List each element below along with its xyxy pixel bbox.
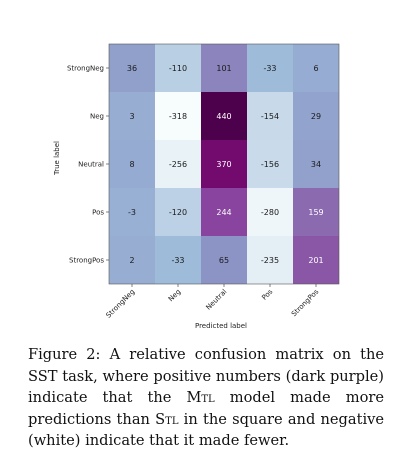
heatmap-cell-r3-c3 bbox=[247, 188, 293, 236]
y-axis-title: True label bbox=[53, 141, 61, 176]
cell-value-r2-c1: -256 bbox=[169, 160, 187, 169]
cell-value-r1-c1: -318 bbox=[169, 112, 187, 121]
cell-value-r4-c3: -235 bbox=[261, 256, 279, 265]
cell-value-r3-c1: -120 bbox=[169, 208, 187, 217]
cell-value-r4-c0: 2 bbox=[129, 256, 134, 265]
heatmap-cell-r2-c2 bbox=[201, 140, 247, 188]
cell-value-r2-c0: 8 bbox=[129, 160, 134, 169]
cell-value-r1-c4: 29 bbox=[311, 112, 321, 121]
heatmap-cell-r3-c4 bbox=[293, 188, 339, 236]
y-tick-label-3: Pos bbox=[92, 209, 104, 217]
heatmap-cell-r1-c3 bbox=[247, 92, 293, 140]
heatmap-cell-r0-c3 bbox=[247, 44, 293, 92]
heatmap-cell-r0-c1 bbox=[155, 44, 201, 92]
heatmap-cell-r4-c2 bbox=[201, 236, 247, 284]
y-tick-label-1: Neg bbox=[90, 113, 104, 121]
heatmap-cell-r2-c4 bbox=[293, 140, 339, 188]
cell-value-r1-c0: 3 bbox=[129, 112, 134, 121]
heatmap-cell-r3-c0 bbox=[109, 188, 155, 236]
cell-value-r4-c1: -33 bbox=[171, 256, 184, 265]
heatmap-cell-r3-c2 bbox=[201, 188, 247, 236]
cell-value-r0-c1: -110 bbox=[169, 64, 187, 73]
heatmap-cell-r4-c4 bbox=[293, 236, 339, 284]
cell-value-r2-c4: 34 bbox=[311, 160, 321, 169]
y-tick-label-4: StrongPos bbox=[69, 257, 104, 265]
cell-value-r0-c0: 36 bbox=[127, 64, 137, 73]
caption-middle: model made more predictions than bbox=[28, 389, 384, 428]
heatmap-cell-r1-c1 bbox=[155, 92, 201, 140]
heatmap-cell-r1-c2 bbox=[201, 92, 247, 140]
heatmap-cell-r4-c3 bbox=[247, 236, 293, 284]
cell-value-r0-c2: 101 bbox=[216, 64, 231, 73]
cell-value-r2-c2: 370 bbox=[216, 160, 231, 169]
cell-value-r3-c2: 244 bbox=[216, 208, 231, 217]
heatmap-cell-r2-c0 bbox=[109, 140, 155, 188]
heatmap-cell-r0-c0 bbox=[109, 44, 155, 92]
cell-value-r1-c2: 440 bbox=[216, 112, 231, 121]
heatmap-cell-r1-c0 bbox=[109, 92, 155, 140]
cell-value-r4-c4: 201 bbox=[308, 256, 323, 265]
cell-value-r1-c3: -154 bbox=[261, 112, 279, 121]
heatmap-cell-r4-c0 bbox=[109, 236, 155, 284]
cell-value-r3-c0: -3 bbox=[128, 208, 136, 217]
caption-prefix: Figure 2: A relative confusion matrix on… bbox=[28, 346, 384, 406]
x-axis-title: Predicted label bbox=[195, 322, 247, 330]
cell-value-r0-c4: 6 bbox=[313, 64, 318, 73]
heatmap-cell-r3-c1 bbox=[155, 188, 201, 236]
x-tick-label-3: Pos bbox=[260, 288, 274, 302]
cell-value-r4-c2: 65 bbox=[219, 256, 229, 265]
x-tick-label-1: Neg bbox=[167, 288, 183, 304]
confusion-matrix-chart: 36 -110 101 -33 6 3 -318 440 -154 29 8 -256 370 -156 3… bbox=[53, 43, 340, 330]
x-tick-label-0: StrongNeg bbox=[105, 288, 137, 320]
x-tick-label-4: StrongPos bbox=[290, 288, 321, 319]
caption-suffix: in the square and negative (white) indic… bbox=[28, 410, 384, 450]
caption-mtl: Mtl bbox=[186, 389, 215, 406]
cell-value-r3-c4: 159 bbox=[308, 208, 323, 217]
heatmap-cell-r0-c2 bbox=[201, 44, 247, 92]
y-tick-label-2: Neutral bbox=[78, 161, 104, 169]
caption-stl: Stl bbox=[155, 410, 179, 428]
y-tick-label-0: StrongNeg bbox=[67, 65, 104, 73]
heatmap-cell-r2-c3 bbox=[247, 140, 293, 188]
cell-value-r3-c3: -280 bbox=[261, 208, 279, 217]
heatmap-cell-r4-c1 bbox=[155, 236, 201, 284]
figure-caption: Figure 2: A relative confusion matrix on… bbox=[28, 344, 384, 452]
heatmap-cell-r1-c4 bbox=[293, 92, 339, 140]
x-tick-label-2: Neutral bbox=[204, 288, 228, 312]
cell-value-r2-c3: -156 bbox=[261, 160, 279, 169]
heatmap-cells: 36 -110 101 -33 6 3 -318 440 -154 29 8 -256 370 -156 3… bbox=[109, 44, 339, 284]
heatmap-cell-r0-c4 bbox=[293, 44, 339, 92]
heatmap-cell-r2-c1 bbox=[155, 140, 201, 188]
cell-value-r0-c3: -33 bbox=[263, 64, 276, 73]
